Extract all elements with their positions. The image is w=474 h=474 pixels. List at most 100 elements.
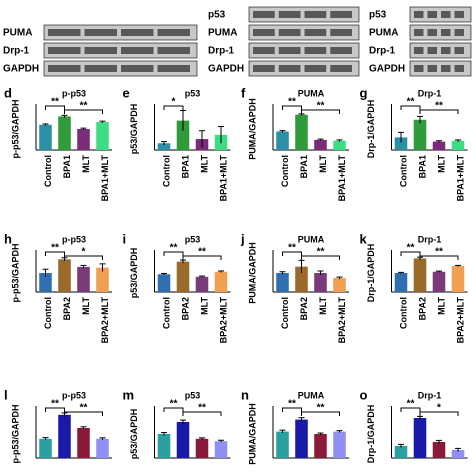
y-axis-label: p-p53/GAPDH bbox=[10, 404, 20, 463]
blot-band bbox=[121, 29, 154, 36]
bar bbox=[77, 129, 90, 150]
blot-band bbox=[427, 29, 437, 36]
blot-strip bbox=[43, 60, 198, 77]
panel-title: p-p53 bbox=[62, 88, 86, 98]
bar bbox=[432, 141, 446, 150]
blot-label: GAPDH bbox=[3, 64, 39, 75]
significance-bracket bbox=[419, 411, 459, 416]
bar bbox=[451, 450, 465, 458]
significance-bracket bbox=[163, 407, 184, 412]
bar bbox=[394, 137, 408, 150]
blot-band bbox=[454, 65, 464, 72]
significance-label: ** bbox=[407, 97, 415, 108]
bar bbox=[176, 120, 190, 150]
blot-label: PUMA bbox=[208, 28, 237, 39]
y-axis-label: p-p53/GAPDH bbox=[10, 99, 20, 158]
x-tick-label: Control bbox=[398, 297, 408, 329]
bar bbox=[451, 266, 465, 292]
significance-label: * bbox=[172, 97, 176, 108]
blot-strip bbox=[43, 24, 198, 41]
x-tick-label: MLT bbox=[81, 297, 91, 315]
y-axis-label: PUMA/GAPDH bbox=[247, 98, 257, 160]
panel-letter: i bbox=[123, 231, 127, 246]
significance-label: * bbox=[437, 403, 441, 414]
blot-band bbox=[441, 65, 451, 72]
bar bbox=[39, 273, 52, 292]
blot-band bbox=[157, 47, 190, 54]
blot-band bbox=[330, 47, 352, 54]
significance-bracket bbox=[301, 411, 340, 416]
significance-label: ** bbox=[288, 97, 296, 108]
panel-letter: k bbox=[360, 231, 368, 246]
blot-band bbox=[278, 29, 301, 36]
panel-letter: l bbox=[4, 387, 8, 402]
x-tick-label: BPA2 bbox=[62, 297, 72, 320]
blot-strip bbox=[409, 42, 472, 59]
y-axis-label: p53/GAPDH bbox=[129, 409, 139, 460]
blot-label: GAPDH bbox=[369, 64, 405, 75]
significance-bracket bbox=[182, 255, 222, 260]
x-tick-label: Control bbox=[161, 297, 171, 329]
panel-letter: o bbox=[360, 387, 368, 402]
blot-band bbox=[427, 47, 437, 54]
bar bbox=[314, 273, 327, 292]
blot-label: PUMA bbox=[3, 28, 32, 39]
blot-band bbox=[330, 11, 352, 18]
significance-label: ** bbox=[51, 399, 59, 410]
blot-band bbox=[157, 65, 190, 72]
x-tick-label: BPA1+MLT bbox=[455, 155, 465, 202]
significance-bracket bbox=[64, 109, 103, 114]
blot-band bbox=[427, 65, 437, 72]
blot-label: p53 bbox=[369, 10, 387, 21]
bar bbox=[214, 271, 228, 292]
blot-strip bbox=[248, 6, 360, 23]
significance-label: * bbox=[82, 247, 86, 258]
blot-band bbox=[48, 47, 81, 54]
blot-strip bbox=[43, 42, 198, 59]
x-tick-label: MLT bbox=[199, 297, 209, 315]
significance-label: ** bbox=[170, 399, 178, 410]
blot-band bbox=[253, 29, 275, 36]
significance-label: ** bbox=[317, 403, 325, 414]
blot-band bbox=[441, 11, 451, 18]
y-axis-label: p-p53/GAPDH bbox=[10, 243, 20, 302]
x-tick-label: BPA2 bbox=[299, 297, 309, 320]
x-tick-label: BPA1+MLT bbox=[100, 155, 110, 202]
blot-label: GAPDH bbox=[208, 64, 244, 75]
x-tick-label: MLT bbox=[318, 155, 328, 173]
significance-label: ** bbox=[51, 243, 59, 254]
bar bbox=[413, 119, 427, 150]
x-tick-label: Control bbox=[398, 155, 408, 187]
panel-title: p53 bbox=[185, 88, 201, 98]
x-tick-label: BPA2+MLT bbox=[337, 297, 347, 344]
x-tick-label: Control bbox=[43, 155, 53, 187]
x-tick-label: BPA1 bbox=[417, 155, 427, 178]
blot-band bbox=[48, 29, 81, 36]
blot-label: Drp-1 bbox=[3, 46, 30, 57]
significance-label: ** bbox=[51, 97, 59, 108]
blot-band bbox=[427, 11, 437, 18]
y-axis-label: Drp-1/GAPDH bbox=[366, 244, 376, 303]
bar bbox=[394, 273, 408, 292]
significance-bracket bbox=[163, 105, 184, 110]
panel-letter: m bbox=[123, 387, 135, 402]
significance-bracket bbox=[64, 255, 103, 260]
blot-band bbox=[414, 65, 424, 72]
x-tick-label: BPA1+MLT bbox=[337, 155, 347, 202]
bar bbox=[314, 139, 327, 150]
panel-title: p-p53 bbox=[62, 390, 86, 400]
bar bbox=[394, 446, 408, 458]
blot-band bbox=[84, 29, 117, 36]
blot-band bbox=[304, 47, 327, 54]
x-tick-label: Control bbox=[161, 155, 171, 187]
significance-bracket bbox=[45, 251, 65, 256]
bar bbox=[195, 438, 209, 458]
significance-bracket bbox=[419, 255, 459, 260]
panel-title: PUMA bbox=[298, 88, 325, 98]
bar bbox=[432, 442, 446, 458]
x-tick-label: BPA2 bbox=[417, 297, 427, 320]
blot-strip bbox=[248, 24, 360, 41]
bar bbox=[413, 258, 427, 292]
